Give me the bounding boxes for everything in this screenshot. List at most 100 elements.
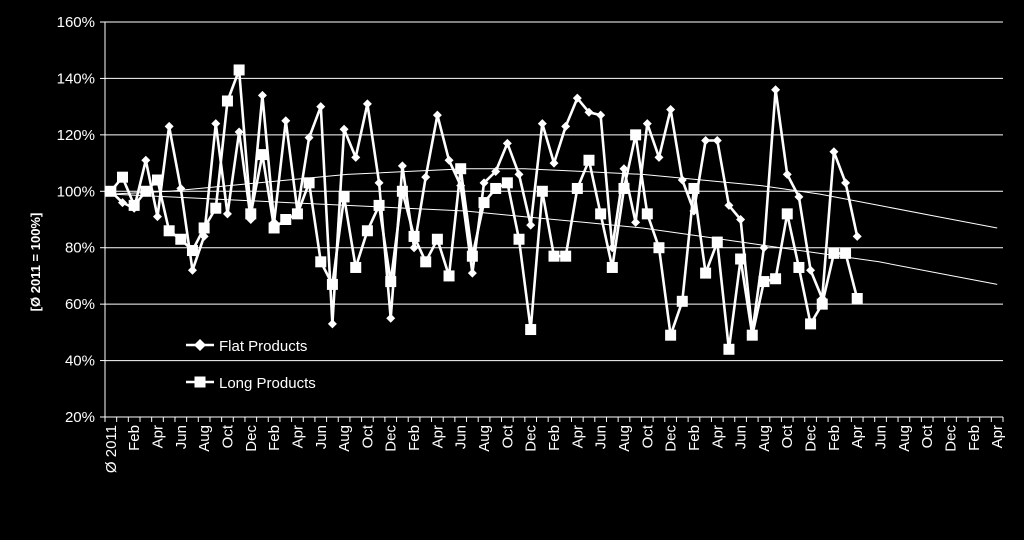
data-point-long: [840, 247, 852, 259]
x-tick-label: Apr: [289, 425, 306, 448]
data-point-long: [128, 199, 140, 211]
data-point-flat: [677, 175, 687, 185]
x-tick-label: Dec: [943, 425, 960, 452]
data-point-long: [536, 185, 548, 197]
data-point-flat: [339, 124, 349, 134]
data-point-long: [513, 233, 525, 245]
data-point-long: [770, 273, 782, 285]
data-point-long: [746, 329, 758, 341]
data-point-flat: [327, 319, 337, 329]
x-tick-label: Feb: [826, 425, 843, 451]
legend-label-long-products: Long Products: [219, 375, 316, 392]
data-point-flat: [176, 183, 186, 193]
x-tick-label: Apr: [849, 425, 866, 448]
data-point-flat: [771, 85, 781, 95]
data-point-long: [385, 276, 397, 288]
x-tick-label: Jun: [873, 425, 890, 449]
legend-item-long-products: Long Products: [186, 375, 316, 392]
data-point-flat: [712, 136, 722, 145]
x-tick-label: Feb: [406, 425, 423, 451]
data-point-flat: [852, 231, 862, 241]
data-point-long: [350, 261, 362, 273]
data-point-long: [781, 208, 793, 220]
y-tick-label-60: 60%: [65, 296, 95, 313]
data-point-flat: [211, 119, 221, 129]
data-point-long: [571, 182, 583, 194]
data-point-long: [606, 261, 618, 273]
data-point-flat: [234, 127, 244, 137]
data-point-flat: [701, 136, 711, 145]
data-point-long: [688, 182, 700, 194]
data-point-flat: [351, 152, 361, 162]
y-axis-label: [Ø 2011 = 100%]: [28, 213, 43, 312]
x-tick-label: Apr: [989, 425, 1006, 448]
y-tick-label-100: 100%: [57, 183, 95, 200]
data-point-long: [140, 185, 152, 197]
data-point-flat: [794, 192, 804, 202]
data-point-long: [245, 208, 257, 220]
data-point-flat: [666, 104, 676, 114]
data-point-long: [793, 261, 805, 273]
data-point-flat: [281, 116, 291, 126]
data-point-flat: [654, 152, 664, 162]
x-tick-label: Feb: [966, 425, 983, 451]
data-point-long: [676, 295, 688, 307]
data-point-long: [700, 267, 712, 279]
y-tick-label-140: 140%: [57, 70, 95, 87]
x-tick-label: Ø 2011: [103, 425, 120, 473]
data-point-flat: [619, 164, 629, 174]
data-point-long: [221, 95, 233, 107]
data-point-flat: [724, 200, 734, 210]
x-tick-label: Oct: [779, 424, 796, 448]
data-point-long: [560, 250, 572, 262]
legend-label-flat-products: Flat Products: [219, 338, 307, 355]
data-point-flat: [537, 119, 547, 129]
x-tick-label: Apr: [569, 425, 586, 448]
x-tick-label: Jun: [173, 425, 190, 449]
data-point-long: [595, 208, 607, 220]
data-point-long: [420, 256, 432, 268]
data-point-flat: [409, 243, 419, 253]
data-point-flat: [479, 178, 489, 188]
data-point-long: [618, 182, 630, 194]
data-point-long: [175, 233, 187, 245]
data-point-long: [116, 171, 128, 183]
data-point-flat: [421, 172, 431, 182]
data-point-flat: [164, 121, 174, 131]
data-point-long: [805, 318, 817, 330]
data-point-long: [501, 177, 513, 189]
data-point-flat: [549, 158, 559, 168]
data-point-long: [490, 182, 502, 194]
x-tick-label: Aug: [476, 425, 493, 452]
x-tick-label: Oct: [499, 424, 516, 448]
data-point-long: [163, 225, 175, 237]
data-point-flat: [736, 215, 746, 224]
data-point-long: [303, 177, 315, 189]
legend: Flat Products Long Products: [186, 338, 316, 392]
x-tick-label: Dec: [243, 425, 260, 452]
x-tick-label: Feb: [686, 425, 703, 451]
x-tick-labels: Ø 2011 Feb Apr Jun Aug Oct Dec Feb Apr Jun Aug Oct D…: [103, 424, 1006, 473]
data-point-flat: [141, 155, 151, 165]
data-point-flat: [304, 133, 314, 143]
data-point-flat: [222, 209, 232, 219]
data-point-flat: [631, 217, 641, 227]
x-tick-label: Dec: [383, 425, 400, 452]
x-tick-label: Feb: [266, 425, 283, 451]
data-point-flat: [444, 155, 454, 165]
data-point-long: [653, 242, 665, 254]
axes: [100, 21, 1004, 422]
legend-item-flat-products: Flat Products: [186, 338, 307, 355]
x-tick-label: Oct: [219, 424, 236, 448]
x-tick-label: Feb: [546, 425, 563, 451]
data-point-flat: [596, 110, 606, 120]
data-point-long: [455, 163, 467, 175]
x-tick-label: Jun: [593, 425, 610, 449]
data-point-flat: [514, 169, 524, 179]
data-point-flat: [584, 107, 594, 117]
trend-lines: [110, 168, 998, 285]
x-tick-label: Aug: [196, 425, 213, 452]
data-point-long: [466, 250, 478, 262]
data-point-flat: [257, 90, 267, 100]
data-point-flat: [432, 110, 442, 120]
